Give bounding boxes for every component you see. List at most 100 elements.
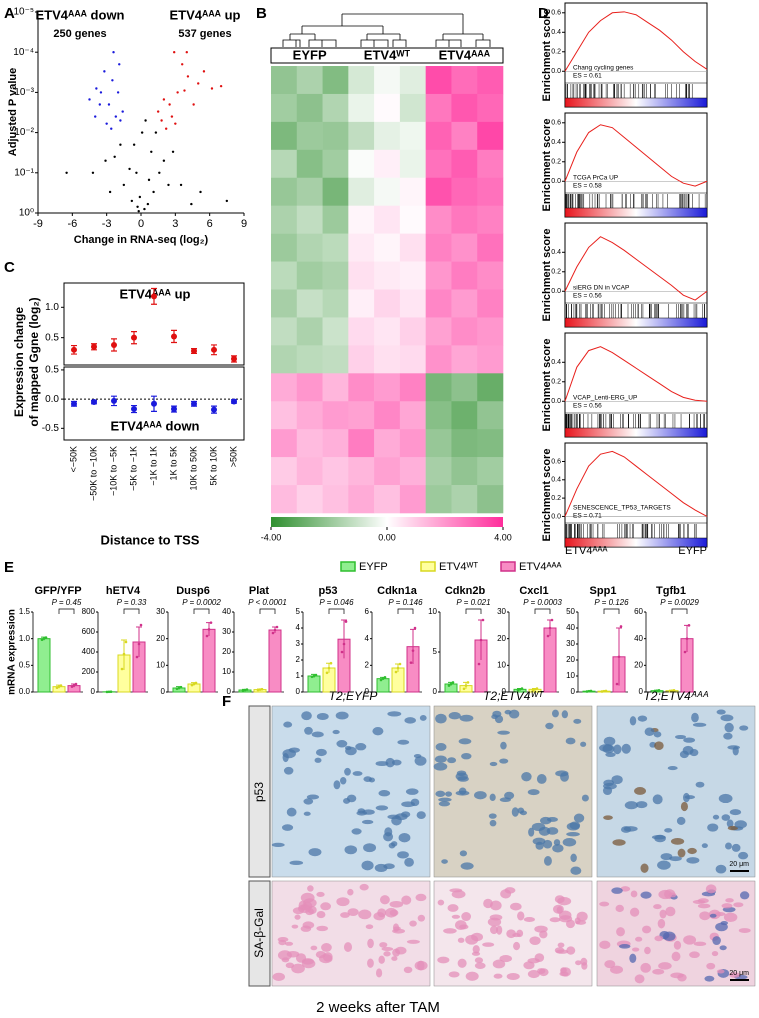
cell (372, 726, 384, 736)
heat-cell (271, 457, 298, 486)
column-header: T2;EYFP (329, 689, 378, 703)
heat-cell (425, 457, 452, 486)
dot (191, 348, 197, 355)
cell (712, 814, 720, 820)
cell (438, 801, 451, 807)
bar (37, 638, 51, 693)
cell (603, 736, 616, 746)
heat-cell (348, 373, 375, 402)
cell (336, 740, 348, 748)
cell (724, 722, 734, 733)
cell (335, 711, 349, 720)
heat-cell (296, 485, 323, 514)
heat-cell (399, 205, 426, 234)
cell (611, 775, 623, 785)
row-label: p53 (252, 782, 266, 802)
cell (392, 923, 400, 933)
dot (231, 398, 237, 405)
cell (528, 827, 535, 837)
heat-cell (271, 205, 298, 234)
heat-cell (322, 457, 349, 486)
cell (720, 714, 734, 722)
plot-frame (564, 442, 708, 548)
heat-cell (296, 121, 323, 151)
cell (657, 860, 671, 870)
heat-cell (271, 233, 298, 262)
cell (652, 968, 665, 975)
cell (373, 912, 386, 921)
replicate (329, 661, 333, 665)
cell (506, 929, 517, 939)
cell (721, 903, 733, 909)
cell (499, 758, 509, 764)
p-value: P = 0.0002 (182, 598, 221, 607)
cell (465, 934, 479, 945)
cell (482, 942, 495, 947)
heat-cell (451, 205, 478, 234)
y-tick-label: 0.4 (551, 29, 561, 36)
es-label: ES = 0.71 (573, 513, 602, 520)
cell (437, 956, 450, 964)
replicate (655, 689, 659, 692)
point (114, 115, 118, 118)
heat-cell (271, 289, 298, 318)
cell (729, 972, 741, 978)
heat-cell (399, 401, 426, 430)
cell (670, 972, 684, 979)
cell (613, 744, 622, 755)
heat-cell (374, 485, 401, 514)
y-tick-label: 20 (497, 634, 506, 643)
heat-cell (322, 66, 349, 95)
point (156, 110, 160, 113)
cell (629, 953, 637, 963)
cell (511, 807, 519, 817)
cell (343, 942, 353, 952)
x-tick-label: >50K (228, 446, 238, 467)
heat-cell (374, 121, 401, 151)
y-tick-label: 0.5 (19, 660, 31, 669)
cell (642, 925, 652, 934)
heat-cell (399, 457, 426, 486)
y-tick-label: 0.6 (551, 10, 561, 17)
replicate (207, 628, 211, 631)
dot (111, 397, 117, 404)
point (172, 51, 176, 54)
replicate (516, 688, 520, 692)
cell (491, 714, 498, 720)
y-tick-label: 0 (502, 687, 507, 696)
row-label-box (248, 880, 271, 987)
gene-set: SENESCENCE_TP53_TARGETS (573, 505, 671, 512)
cell (610, 965, 624, 974)
heat-cell (348, 289, 375, 318)
replicate (657, 688, 661, 692)
y-tick-label: 60 (634, 607, 643, 616)
cell (465, 971, 479, 981)
bar (307, 675, 321, 693)
replicate (670, 689, 674, 692)
panel-label: A (4, 5, 15, 22)
heat-cell (451, 345, 478, 374)
cell (281, 957, 290, 963)
heat-cell (451, 401, 478, 430)
cell (527, 789, 540, 796)
cell (357, 808, 366, 814)
cell (669, 856, 682, 862)
cell (556, 906, 563, 914)
bar (543, 627, 557, 693)
cell (397, 739, 410, 745)
heat-cell (451, 429, 478, 458)
bar (376, 678, 390, 693)
annotation: ETV4ᴬᴬᴬ down (35, 7, 124, 22)
point (147, 178, 151, 182)
replicate (383, 676, 387, 679)
heat-cell (399, 177, 426, 206)
cell (375, 805, 389, 811)
cell (435, 790, 446, 797)
bracket (397, 608, 414, 614)
heat-cell (271, 66, 298, 95)
point (162, 98, 166, 101)
cell (532, 837, 546, 845)
cell (397, 851, 409, 859)
heat-cell (374, 401, 401, 430)
replicate (310, 675, 314, 679)
